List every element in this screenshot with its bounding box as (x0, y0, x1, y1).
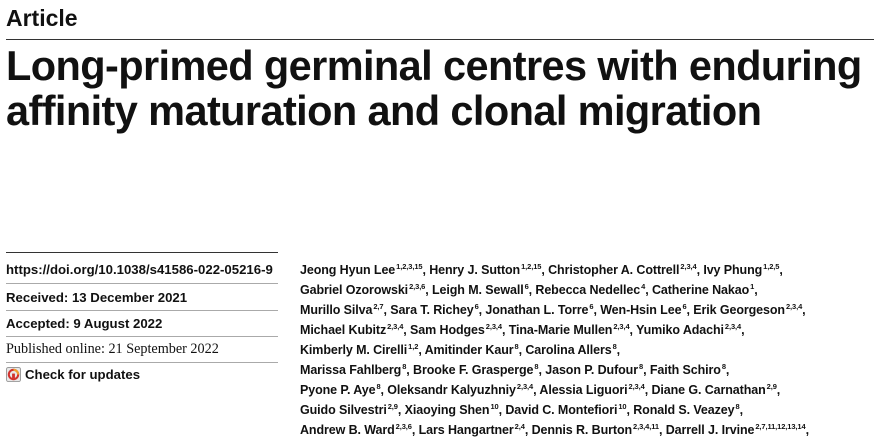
author-line: Gabriel Ozorowski2,3,6, Leigh M. Sewall6… (300, 282, 758, 297)
author-name[interactable]: Yumiko Adachi (636, 323, 724, 337)
author-line: Guido Silvestri2,9, Xiaoying Shen10, Dav… (300, 402, 743, 417)
author-affiliation: 2,3,4 (628, 382, 645, 391)
meta-separator (6, 310, 278, 311)
author-name[interactable]: Xiaoying Shen (404, 403, 490, 417)
author-affiliation: 2,3,4 (724, 322, 742, 331)
author-name[interactable]: Murillo Silva (300, 303, 373, 317)
author-name[interactable]: Darrell J. Irvine (665, 423, 755, 437)
header-rule (6, 39, 874, 40)
author-affiliation: 1,2,3,15 (396, 262, 423, 271)
author-affiliation: 2,4 (514, 422, 525, 431)
author-affiliation: 2,3,4 (680, 262, 697, 271)
author-affiliation: 2,3,6 (409, 282, 426, 291)
author-affiliation: 10 (490, 402, 499, 411)
author-line: Kimberly M. Cirelli1,2, Amitinder Kaur8,… (300, 342, 621, 357)
author-affiliation: 8 (735, 402, 740, 411)
author-name[interactable]: Michael Kubitz (300, 323, 387, 337)
check-for-updates-button[interactable]: Check for updates (6, 367, 140, 382)
author-list: Jeong Hyun Lee1,2,3,15, Henry J. Sutton1… (300, 261, 880, 440)
author-affiliation: 2,3,4 (785, 302, 803, 311)
check-for-updates-icon (6, 367, 21, 382)
author-affiliation: 2,7 (373, 302, 384, 311)
author-name[interactable]: Brooke F. Grasperge (413, 363, 534, 377)
author-line: Murillo Silva2,7, Sara T. Richey6, Jonat… (300, 302, 806, 317)
author-affiliation: 2,3,4,11 (633, 422, 659, 431)
author-name[interactable]: Oleksandr Kalyuzhniy (387, 383, 516, 397)
author-affiliation: 2,9 (387, 402, 398, 411)
author-affiliation: 6 (682, 302, 687, 311)
author-affiliation: 1 (750, 282, 755, 291)
author-affiliation: 8 (376, 382, 381, 391)
author-affiliation: 8 (402, 362, 407, 371)
author-line: Pyone P. Aye8, Oleksandr Kalyuzhniy2,3,4… (300, 382, 781, 397)
author-name[interactable]: Ronald S. Veazey (633, 403, 735, 417)
author-affiliation: 1,2,5 (763, 262, 780, 271)
author-name[interactable]: Henry J. Sutton (429, 263, 521, 277)
author-name[interactable]: Guido Silvestri (300, 403, 387, 417)
author-line: Marissa Fahlberg8, Brooke F. Grasperge8,… (300, 362, 730, 377)
author-affiliation: 2,9 (766, 382, 777, 391)
author-line: Andrew B. Ward2,3,6, Lars Hangartner2,4,… (300, 422, 809, 437)
author-name[interactable]: Catherine Nakao (651, 283, 750, 297)
author-affiliation: 2,3,4 (516, 382, 534, 391)
author-name[interactable]: Sam Hodges (410, 323, 485, 337)
author-affiliation: 2,3,6 (395, 422, 412, 431)
author-name[interactable]: Gabriel Ozorowski (300, 283, 409, 297)
author-name[interactable]: David C. Montefiori (505, 403, 618, 417)
author-name[interactable]: Jeong Hyun Lee (300, 263, 396, 277)
author-name[interactable]: Ivy Phung (703, 263, 763, 277)
author-name[interactable]: Jason P. Dufour (545, 363, 638, 377)
meta-top-rule (6, 252, 278, 253)
accepted-date: Accepted: 9 August 2022 (6, 316, 163, 331)
author-affiliation: 4 (641, 282, 646, 291)
author-name[interactable]: Diane G. Carnathan (651, 383, 766, 397)
doi-link[interactable]: https://doi.org/10.1038/s41586-022-05216… (6, 262, 273, 277)
author-affiliation: 6 (474, 302, 479, 311)
author-name[interactable]: Tina-Marie Mullen (508, 323, 613, 337)
author-affiliation: 8 (534, 362, 539, 371)
received-date: Received: 13 December 2021 (6, 290, 188, 305)
author-affiliation: 1,2,15 (521, 262, 542, 271)
author-affiliation: 8 (612, 342, 617, 351)
author-affiliation: 6 (524, 282, 529, 291)
article-title: Long-primed germinal centres with enduri… (6, 42, 862, 134)
author-name[interactable]: Kimberly M. Cirelli (300, 343, 408, 357)
author-name[interactable]: Faith Schiro (649, 363, 721, 377)
author-name[interactable]: Pyone P. Aye (300, 383, 376, 397)
author-affiliation: 8 (638, 362, 644, 371)
section-label: Article (6, 5, 78, 31)
author-name[interactable]: Leigh M. Sewall (432, 283, 524, 297)
author-name[interactable]: Carolina Allers (525, 343, 612, 357)
check-for-updates-label: Check for updates (25, 367, 141, 382)
author-name[interactable]: Dennis R. Burton (531, 423, 633, 437)
author-affiliation: 8 (514, 342, 519, 351)
meta-separator (6, 336, 278, 337)
author-name[interactable]: Lars Hangartner (418, 423, 514, 437)
author-affiliation: 2,7,11,12,13,14 (755, 422, 806, 431)
author-name[interactable]: Wen-Hsin Lee (600, 303, 682, 317)
author-affiliation: 10 (618, 402, 627, 411)
author-name[interactable]: Sara T. Richey (390, 303, 474, 317)
author-affiliation: 8 (721, 362, 726, 371)
author-affiliation: 6 (589, 302, 594, 311)
author-name[interactable]: Jonathan L. Torre (485, 303, 589, 317)
author-affiliation: 2,3,4 (387, 322, 404, 331)
published-date: Published online: 21 September 2022 (6, 341, 219, 357)
author-affiliation: 1,2 (408, 342, 419, 351)
author-affiliation: 2,3,4 (485, 322, 502, 331)
author-name[interactable]: Alessia Liguori (539, 383, 628, 397)
author-name[interactable]: Rebecca Nedellec (535, 283, 641, 297)
author-name[interactable]: Erik Georgeson (693, 303, 785, 317)
author-name[interactable]: Andrew B. Ward (300, 423, 395, 437)
author-affiliation: 2,3,4 (613, 322, 630, 331)
author-name[interactable]: Christopher A. Cottrell (548, 263, 680, 277)
meta-separator (6, 362, 278, 363)
author-name[interactable]: Amitinder Kaur (424, 343, 514, 357)
author-line: Michael Kubitz2,3,4, Sam Hodges2,3,4, Ti… (300, 322, 745, 337)
author-name[interactable]: Marissa Fahlberg (300, 363, 402, 377)
meta-separator (6, 283, 278, 284)
author-line: Jeong Hyun Lee1,2,3,15, Henry J. Sutton1… (300, 262, 783, 277)
